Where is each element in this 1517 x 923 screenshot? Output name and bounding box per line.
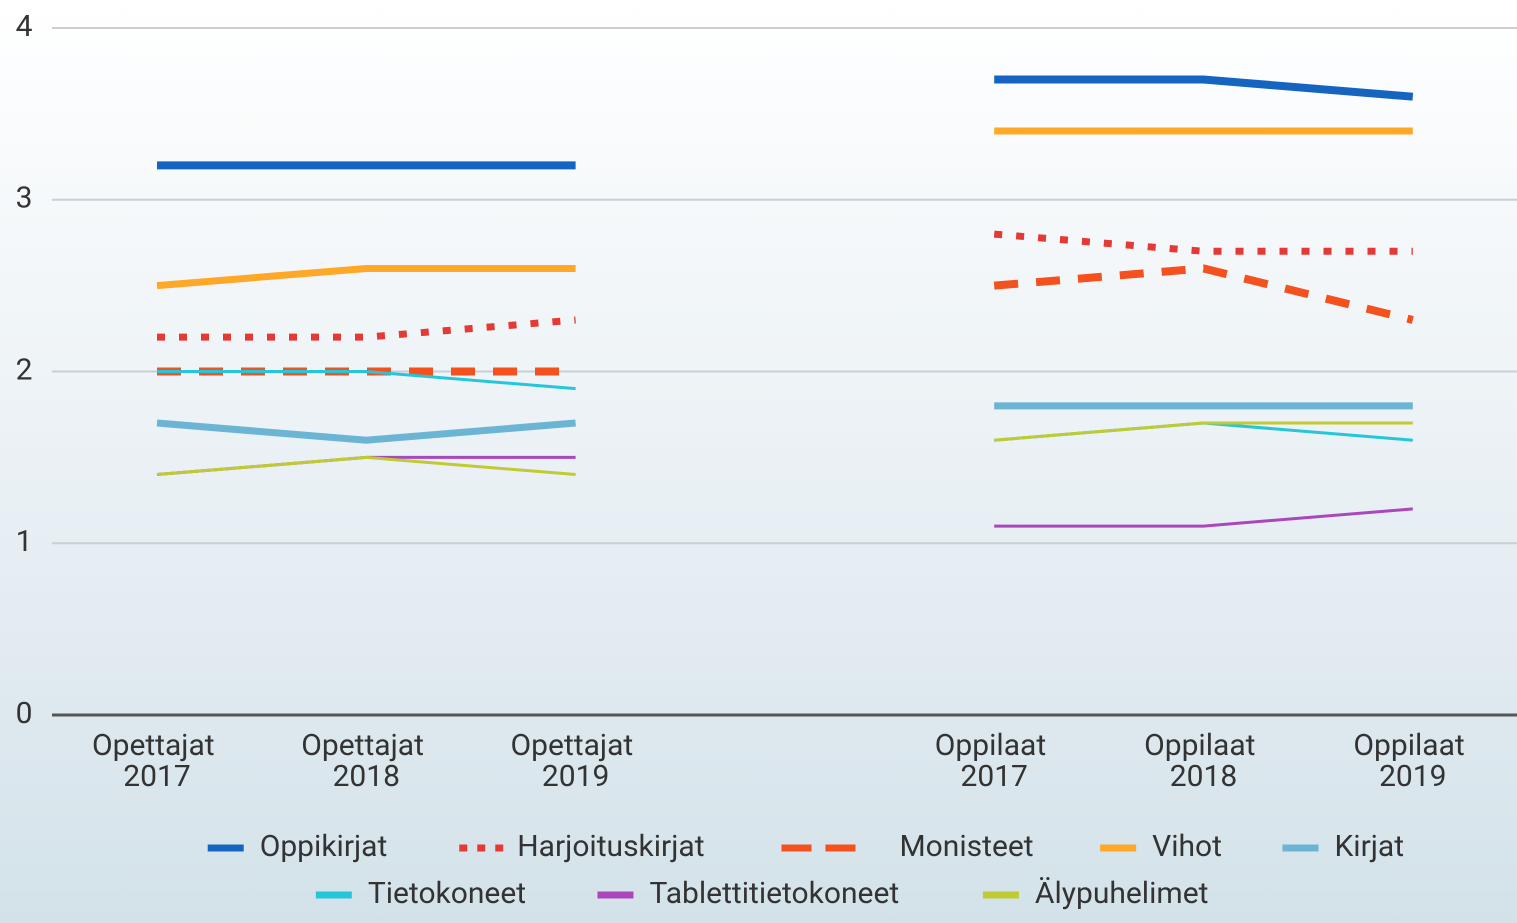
series-line — [993, 230, 1413, 255]
series-line — [156, 455, 576, 477]
x-tick-label: Opettajat 2019 — [511, 728, 641, 794]
x-tick-label-line: Opettajat — [301, 728, 431, 763]
x-tick-label-line: Oppilaat — [935, 728, 1054, 763]
legend-label: Vihot — [1152, 829, 1222, 864]
legend-label: Tablettitietokoneet — [649, 876, 899, 911]
series-line — [157, 316, 576, 341]
x-tick-label-line: 2018 — [333, 759, 400, 794]
x-tick-label-line: 2017 — [123, 759, 190, 794]
y-tick-label: 2 — [16, 352, 33, 387]
legend-label: Kirjat — [1334, 829, 1404, 864]
x-tick-label: Oppilaat 2017 — [935, 728, 1054, 794]
x-tick-label-line: 2017 — [960, 759, 1027, 794]
series-line — [994, 421, 1413, 442]
series-line — [156, 264, 576, 290]
x-tick-label: Opettajat 2018 — [301, 728, 431, 794]
legend-label: Monisteet — [899, 829, 1033, 864]
x-tick-label-line: 2018 — [1170, 759, 1237, 794]
x-tick-label-line: Opettajat — [511, 728, 641, 763]
series-line — [994, 75, 1414, 101]
y-tick-label: 1 — [16, 524, 33, 559]
x-tick-label: Oppilaat 2018 — [1144, 728, 1263, 794]
y-tick-label: 3 — [16, 181, 33, 216]
x-tick-label-line: Opettajat — [92, 728, 222, 763]
legend-label: Harjoituskirjat — [517, 829, 704, 864]
x-tick-label: Opettajat 2017 — [92, 728, 222, 794]
y-tick-label: 4 — [16, 9, 33, 44]
series-line — [156, 455, 576, 477]
legend-label: Tietokoneet — [368, 876, 526, 911]
x-tick-label: Oppilaat 2019 — [1353, 728, 1472, 794]
legend-label: Oppikirjat — [260, 829, 388, 864]
series-line — [157, 370, 576, 391]
series-line — [994, 507, 1413, 528]
series-line — [993, 264, 1414, 324]
x-tick-label-line: Oppilaat — [1144, 728, 1263, 763]
series-line — [994, 421, 1413, 442]
x-tick-label-line: 2019 — [1379, 759, 1446, 794]
legend-label: Älypuhelimet — [1035, 876, 1209, 911]
series-line — [156, 419, 576, 444]
x-tick-label-line: 2019 — [542, 759, 609, 794]
y-tick-label: 0 — [16, 696, 33, 731]
x-tick-label-line: Oppilaat — [1353, 728, 1472, 763]
